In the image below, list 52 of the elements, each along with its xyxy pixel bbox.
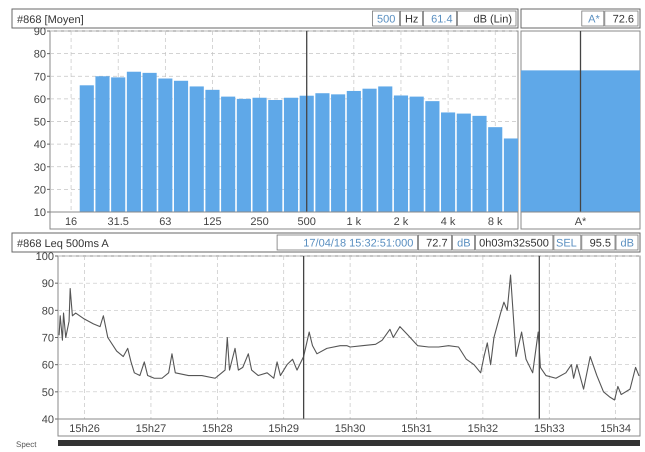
x-tick-label: 15h30 xyxy=(334,423,366,435)
x-tick-label: 500 xyxy=(298,216,316,228)
text: dB xyxy=(457,238,471,250)
x-tick-label: 15h33 xyxy=(534,423,565,435)
y-tick-label: 10 xyxy=(34,207,46,219)
x-tick-label: 4 k xyxy=(440,216,456,228)
x-tick-label: A* xyxy=(574,216,588,228)
x-tick-label: 15h29 xyxy=(268,423,300,435)
text: 17/04/18 15:32:51:000 xyxy=(303,238,414,250)
y-tick-label: 40 xyxy=(42,414,54,426)
text: 72.7 xyxy=(426,238,448,250)
x-tick-label: 63 xyxy=(159,216,172,228)
y-tick-label: 30 xyxy=(34,162,46,174)
text: 72.6 xyxy=(612,14,634,26)
text: SEL xyxy=(556,238,577,250)
y-tick-label: 60 xyxy=(42,360,54,372)
x-tick-label: 15h28 xyxy=(202,423,233,435)
text: Spect xyxy=(16,440,38,449)
x-tick-label: 1 k xyxy=(346,216,362,228)
x-tick-label: 16 xyxy=(64,216,78,228)
text: dB xyxy=(620,238,634,250)
text: 61.4 xyxy=(431,14,453,26)
text: dB (Lin) xyxy=(473,14,512,26)
y-tick-label: 70 xyxy=(34,71,46,84)
y-tick-label: 60 xyxy=(34,94,46,106)
text: 0h03m32s500 xyxy=(479,238,549,250)
y-tick-label: 100 xyxy=(36,251,54,263)
y-tick-label: 40 xyxy=(34,139,46,152)
text: 95.5 xyxy=(590,238,611,250)
x-tick-label: 31.5 xyxy=(107,216,129,228)
y-tick-label: 90 xyxy=(34,26,46,38)
x-tick-label: 2 k xyxy=(394,216,409,228)
x-tick-label: 15h31 xyxy=(401,423,432,435)
y-tick-label: 70 xyxy=(42,332,54,344)
y-tick-label: 20 xyxy=(34,184,46,196)
text: Hz xyxy=(404,14,418,26)
x-tick-label: 15h34 xyxy=(600,423,631,435)
y-tick-label: 80 xyxy=(34,48,46,61)
chart-title: #868 [Moyen] xyxy=(17,14,84,26)
y-tick-label: 50 xyxy=(34,116,46,128)
text: 500 xyxy=(377,14,396,26)
x-tick-label: 15h32 xyxy=(468,423,498,435)
text: A* xyxy=(588,14,601,26)
y-tick-label: 50 xyxy=(42,386,54,399)
y-tick-label: 90 xyxy=(42,278,54,290)
chart-title: #868 Leq 500ms A xyxy=(17,238,110,250)
x-tick-label: 15h26 xyxy=(69,423,100,435)
y-tick-label: 80 xyxy=(42,305,54,318)
x-tick-label: 8 k xyxy=(488,216,504,228)
x-tick-label: 15h27 xyxy=(136,423,166,435)
x-tick-label: 125 xyxy=(203,216,222,228)
x-tick-label: 250 xyxy=(250,216,269,228)
